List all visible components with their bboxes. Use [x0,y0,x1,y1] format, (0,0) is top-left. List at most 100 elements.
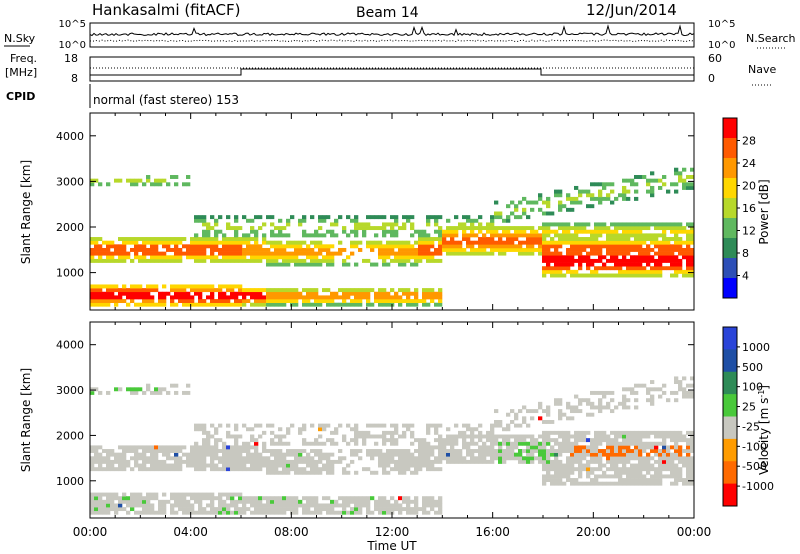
power-cell [210,240,215,245]
velocity-cell [130,503,135,508]
nsearch-label: N.Search [746,32,796,45]
power-cell [390,288,395,293]
velocity-cell [226,492,231,497]
velocity-cell [550,438,555,443]
velocity-cell [466,445,471,450]
velocity-cell [438,423,443,428]
power-cell [610,229,615,234]
velocity-cell [290,459,295,464]
power-cell [214,288,219,293]
power-cell [414,258,419,263]
velocity-cell [690,459,695,464]
velocity-cell [122,452,127,457]
velocity-cell [358,434,363,439]
velocity-cell [418,438,423,443]
velocity-cell [550,478,555,482]
power-cell [462,251,467,256]
velocity-cell [190,456,195,461]
velocity-cell [230,510,235,515]
velocity-cell [406,507,411,512]
power-cell [598,196,603,201]
power-cell [210,251,215,256]
power-cell [274,302,279,307]
power-cell [330,302,335,307]
velocity-cell [326,423,331,428]
velocity-cell [94,456,99,461]
velocity-cell [386,470,391,475]
velocity-cell [150,507,155,512]
velocity-cell [686,478,691,482]
power-cell [622,273,627,278]
velocity-cell [326,507,331,512]
power-cell [618,247,623,252]
power-cell [630,222,635,227]
velocity-cell [94,510,99,515]
power-cell [358,240,363,245]
power-cell [602,273,607,278]
date-title: 12/Jun/2014 [586,1,677,19]
power-cell [550,266,555,271]
power-cell [626,273,631,278]
power-cell [566,262,571,267]
power-cell [162,284,167,289]
power-cell [646,251,651,256]
power-cell [314,255,319,260]
power-cell [134,295,139,300]
power-cell [654,240,659,245]
velocity-cell [214,456,219,461]
power-cell [618,237,623,241]
colorbar-tick-label: 12 [742,225,756,238]
power-cell [194,291,199,296]
power-cell [678,237,683,241]
power-cell [566,240,571,245]
power-cell [662,175,667,179]
power-cell [242,247,247,252]
velocity-cell [154,467,159,472]
power-cell [170,288,175,293]
power-cell [94,302,99,307]
velocity-cell [302,456,307,461]
power-cell [638,247,643,252]
velocity-cell [306,503,311,508]
power-cell [398,258,403,263]
power-cell [502,251,507,256]
velocity-cell [342,496,347,501]
velocity-cell [650,387,655,392]
power-cell [306,302,311,307]
power-cell [506,204,511,209]
power-cell [618,222,623,227]
velocity-cell [654,430,659,435]
power-cell [438,240,443,245]
power-cell [370,226,375,231]
velocity-cell [414,456,419,461]
velocity-cell [194,441,199,446]
power-cell [234,218,239,223]
velocity-cell [398,463,403,468]
velocity-cell [362,430,367,435]
power-cell [402,215,407,220]
velocity-cell [438,445,443,450]
power-cell [214,240,219,245]
power-cell [394,233,399,238]
power-cell [550,240,555,245]
velocity-cell [626,398,631,403]
velocity-cell [638,456,643,461]
power-cell [574,251,579,256]
velocity-cell [658,467,663,472]
velocity-cell [350,499,355,504]
power-cell [502,226,507,231]
velocity-cell [538,441,543,446]
velocity-cell [610,463,615,468]
power-cell [582,247,587,252]
power-cell [154,247,159,252]
velocity-cell [118,463,123,468]
velocity-cell [678,467,683,472]
power-cell [150,182,155,187]
velocity-cell [318,467,323,472]
velocity-cell [622,394,627,399]
power-cell [566,222,571,227]
velocity-cell [614,459,619,464]
power-cell [254,258,259,263]
power-cell [550,251,555,256]
power-cell [614,233,619,238]
